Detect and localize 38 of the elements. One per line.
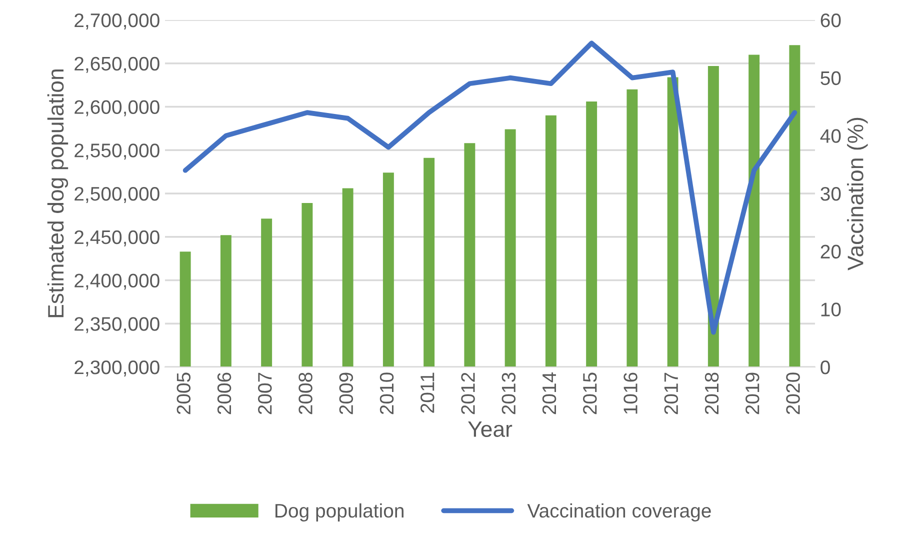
x-tick-label: 2005 — [176, 372, 191, 414]
legend-label: Dog population — [276, 503, 404, 522]
y2-tick-label: 40 — [820, 129, 841, 143]
y-tick-label: 2,400,000 — [74, 274, 160, 290]
x-axis-title: Year — [468, 421, 512, 437]
y2-tick-label: 0 — [820, 360, 830, 374]
x-tick-label: 2014 — [542, 372, 556, 414]
y-tick-label: 2,550,000 — [74, 144, 160, 160]
y-tick-label: 2,300,000 — [74, 360, 160, 377]
y-tick-label: 2,500,000 — [74, 186, 160, 204]
y2-axis-title: Vaccination (%) — [847, 118, 868, 270]
x-tick-label: 2018 — [704, 372, 719, 414]
y2-tick-label: 10 — [821, 302, 841, 316]
x-tick-label: 2012 — [461, 372, 475, 414]
x-tick-label: 2015 — [583, 372, 597, 414]
y2-tick-label: 50 — [820, 71, 841, 86]
x-tick-label: 2010 — [380, 372, 394, 414]
y-tick-label: 2,700,000 — [74, 13, 160, 30]
y-tick-label: 2,600,000 — [74, 100, 160, 116]
x-tick-label: 2020 — [786, 372, 800, 414]
x-tick-label: 2019 — [746, 372, 760, 414]
legend-label: Vaccination coverage — [527, 503, 711, 522]
y-axis-title: Estimated dog population — [47, 70, 68, 318]
x-tick-label: 2008 — [298, 372, 312, 414]
y-tick-label: 2,650,000 — [74, 56, 160, 73]
y2-tick-label: 30 — [820, 186, 841, 201]
x-tick-label: 2017 — [664, 372, 678, 414]
x-tick-label: 2011 — [420, 372, 434, 413]
y-tick-label: 2,450,000 — [74, 230, 160, 246]
x-tick-label: 2006 — [217, 372, 232, 414]
x-tick-label: 2013 — [502, 372, 516, 414]
x-tick-label: 2007 — [258, 372, 272, 414]
y2-tick-label: 20 — [820, 244, 841, 259]
y-tick-label: 2,350,000 — [74, 317, 160, 334]
x-tick-label: 2009 — [339, 372, 354, 414]
y2-tick-label: 60 — [820, 13, 841, 28]
line-series — [182, 40, 798, 335]
x-tick-label: 1016 — [624, 372, 638, 414]
